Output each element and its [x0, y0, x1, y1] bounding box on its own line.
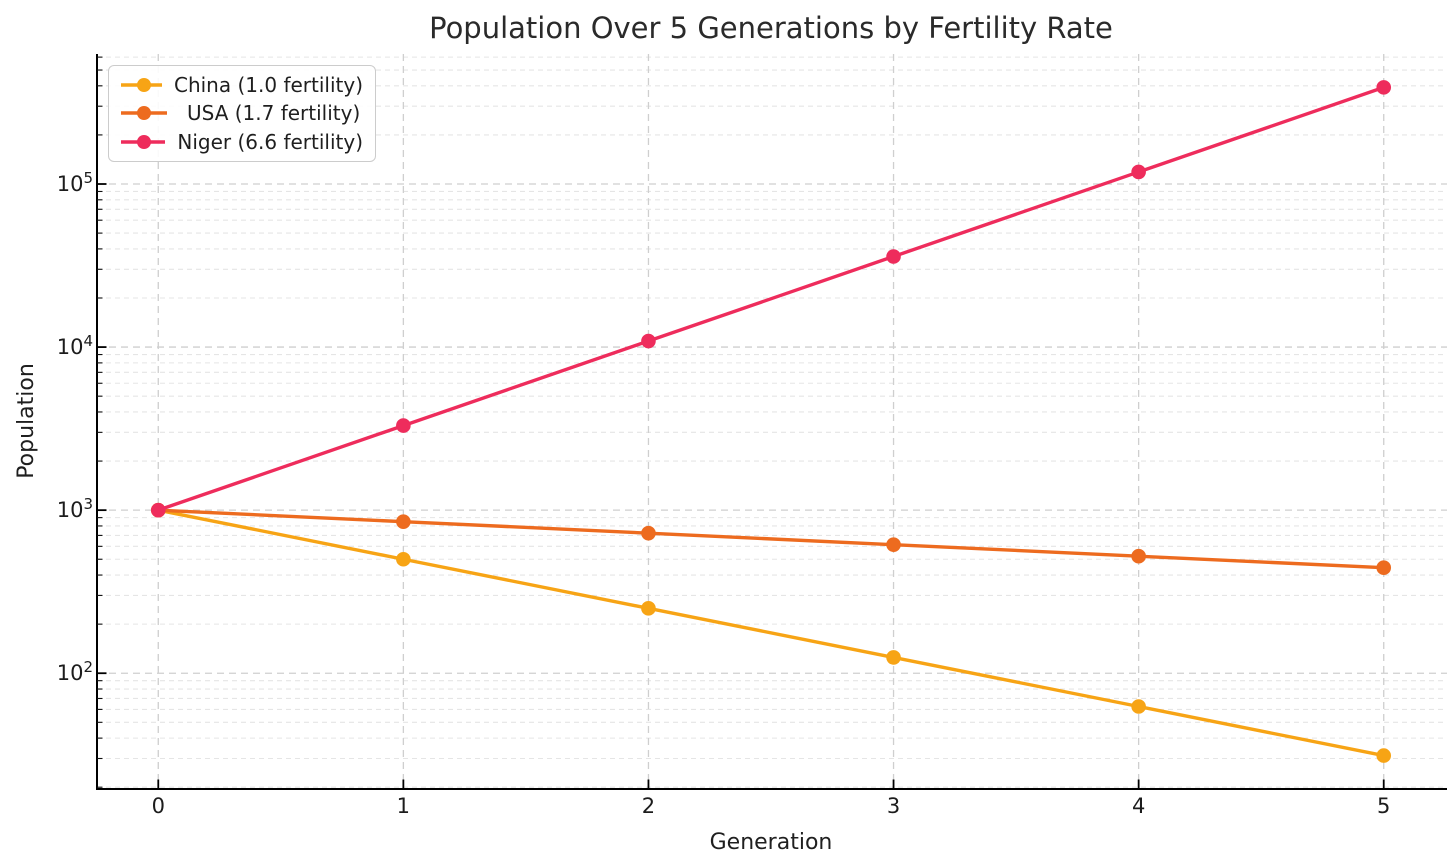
x-tick-label: 4 [1131, 794, 1146, 818]
series-line [156, 508, 1386, 758]
legend-item-usa: USA (1.7 fertility) [117, 101, 363, 125]
data-point [1376, 748, 1392, 763]
data-point [1131, 699, 1146, 714]
x-tick-label: 1 [396, 794, 411, 818]
series-niger [150, 80, 1392, 518]
spines [96, 54, 1447, 790]
data-point [396, 418, 411, 433]
y-tick-label: 104 [56, 332, 93, 360]
series-line [156, 85, 1386, 512]
x-tick-label: 0 [151, 794, 165, 818]
data-point [150, 502, 166, 518]
china-line-swatch [121, 78, 162, 93]
niger-line-swatch [121, 134, 166, 149]
data-point [1376, 80, 1392, 95]
data-point [1131, 164, 1146, 180]
legend-item-china: China (1.0 fertility) [117, 73, 363, 97]
legend-label-usa: USA (1.7 fertility) [187, 101, 361, 126]
legend-label-niger: Niger (6.6 fertility) [177, 129, 363, 154]
x-tick-label: 3 [886, 794, 901, 818]
y-axis-label: Population [14, 363, 39, 479]
series-line [156, 508, 1386, 570]
y-tick-label: 103 [56, 495, 93, 523]
x-axis-label: Generation [709, 830, 833, 855]
data-point [396, 551, 411, 567]
h-gridlines-major [97, 183, 1447, 674]
data-point [641, 525, 656, 541]
legend: China (1.0 fertility) USA (1.7 fertility… [108, 65, 376, 162]
data-point [641, 601, 656, 616]
legend-item-niger: Niger (6.6 fertility) [117, 130, 363, 154]
y-tick-label: 105 [56, 169, 93, 197]
data-point [886, 537, 901, 552]
x-tick-label: 2 [641, 794, 656, 818]
y-tick-label: 102 [56, 658, 93, 686]
h-gridlines-minor [97, 56, 1447, 788]
data-point [641, 333, 656, 349]
series-china [150, 502, 1392, 763]
data-point [886, 249, 901, 264]
legend-label-china: China (1.0 fertility) [173, 73, 363, 98]
v-gridlines [157, 54, 1385, 789]
usa-line-swatch [121, 106, 167, 121]
ticks [97, 56, 1385, 789]
data-point [1131, 548, 1146, 564]
data-point [1376, 560, 1392, 576]
data-point [886, 650, 901, 665]
x-tick-label: 5 [1377, 794, 1391, 818]
data-point [396, 514, 411, 529]
series-usa [150, 502, 1392, 576]
chart-title: Population Over 5 Generations by Fertili… [429, 11, 1113, 45]
